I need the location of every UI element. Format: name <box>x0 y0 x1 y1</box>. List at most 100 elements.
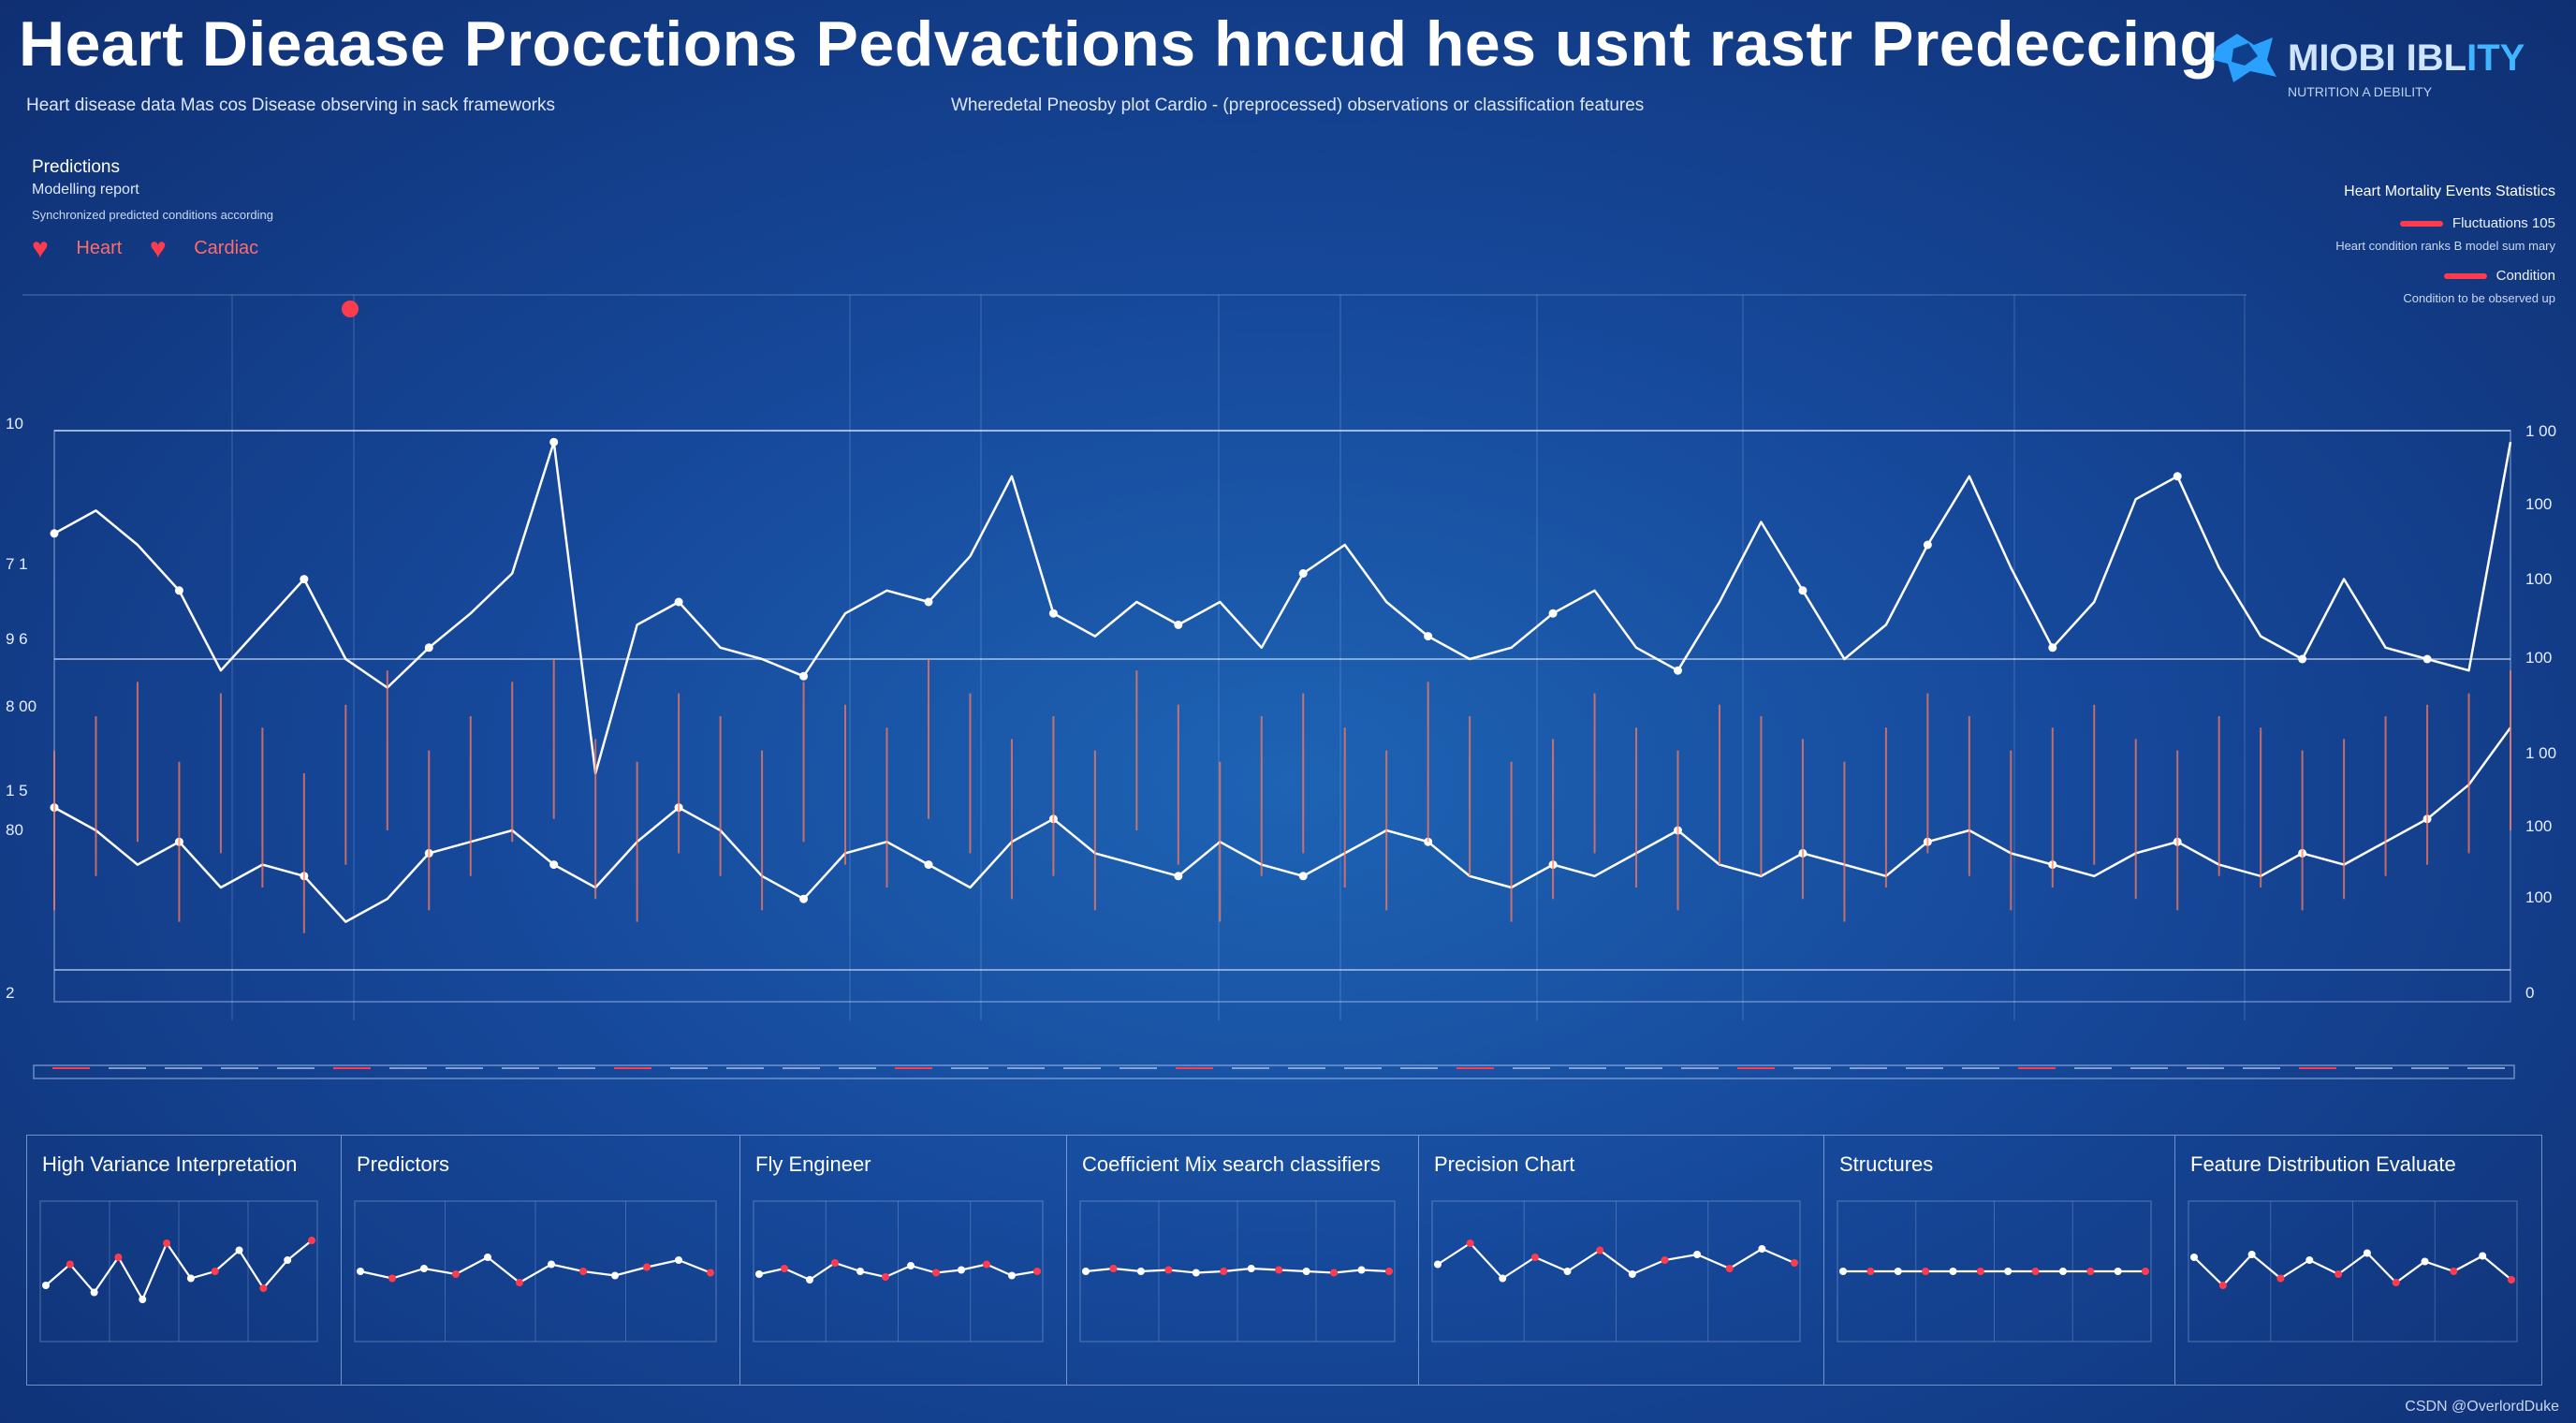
mini-panel: Precision Chart <box>1419 1136 1824 1385</box>
data-point <box>1298 872 1308 881</box>
mini-data-point <box>983 1260 990 1269</box>
mini-data-point <box>2058 1268 2067 1275</box>
mini-frame <box>39 1200 318 1342</box>
logo-mark-icon <box>2213 34 2276 82</box>
mini-data-point <box>1693 1251 1702 1258</box>
mini-frame <box>2188 1200 2518 1342</box>
mini-data-point <box>66 1260 74 1269</box>
data-point <box>1548 609 1558 618</box>
mini-frame <box>753 1200 1044 1342</box>
logo-name: MIOBI IBLITY <box>2288 37 2525 79</box>
credit-watermark: CSDN @OverlordDuke <box>2405 1399 2559 1415</box>
mini-panel-title: Fly Engineer <box>755 1152 871 1176</box>
mini-data-point <box>882 1273 889 1281</box>
mini-data-point <box>139 1296 147 1303</box>
mini-data-point <box>1839 1268 1847 1275</box>
data-point <box>300 575 309 584</box>
heart-icon: ♥ <box>32 233 49 264</box>
mini-data-point <box>1791 1259 1798 1267</box>
mini-chart <box>1431 1200 1801 1342</box>
mini-data-point <box>1109 1265 1118 1272</box>
mini-data-point <box>2334 1270 2343 1278</box>
heart-icon: ♥ <box>149 233 167 264</box>
mini-data-point <box>2031 1268 2040 1275</box>
mini-data-point <box>2004 1268 2012 1275</box>
mini-frame <box>1431 1200 1801 1342</box>
y-tick-label-right: 1 00 <box>2525 744 2556 762</box>
mini-data-point <box>1866 1268 1875 1275</box>
mini-series-line <box>359 1255 711 1284</box>
data-point <box>424 643 433 653</box>
data-point <box>674 597 683 607</box>
mini-data-point <box>1164 1266 1173 1274</box>
y-tick-label-left: 7 1 <box>6 555 28 573</box>
mini-data-point <box>235 1246 243 1254</box>
mini-data-point <box>1596 1246 1604 1254</box>
mini-data-point <box>90 1288 98 1297</box>
mini-data-point <box>308 1237 315 1244</box>
mini-data-point <box>2450 1268 2458 1275</box>
mini-data-point <box>932 1269 940 1277</box>
mini-data-point <box>211 1268 219 1275</box>
mini-data-point <box>1725 1265 1734 1272</box>
predictions-panel: Predictions Modelling report Synchronize… <box>32 157 281 265</box>
mini-data-point <box>2305 1256 2314 1264</box>
data-point <box>174 586 183 595</box>
data-point <box>1174 620 1183 629</box>
brand-logo: MIOBI IBLITY NUTRITION A DEBILITY <box>2211 28 2557 99</box>
data-point <box>1424 632 1433 641</box>
mini-data-point <box>2218 1282 2227 1289</box>
plot-frame <box>53 430 2511 1003</box>
data-point <box>1174 872 1183 881</box>
mini-data-point <box>1385 1268 1393 1275</box>
y-tick-label-right: 1 00 <box>2525 422 2556 440</box>
mini-data-point <box>2479 1252 2487 1260</box>
data-point <box>2173 472 2182 481</box>
mini-data-point <box>1330 1269 1339 1277</box>
mini-data-point <box>1357 1266 1366 1274</box>
mini-panel: High Variance Interpretation <box>27 1136 342 1385</box>
mini-data-point <box>579 1268 587 1275</box>
legend-entry-2: Condition <box>2496 268 2555 284</box>
mini-data-point <box>958 1266 965 1274</box>
mini-panel-title: Coefficient Mix search classifiers <box>1082 1152 1381 1176</box>
mini-data-point <box>1976 1268 1984 1275</box>
mini-data-point <box>1008 1271 1016 1280</box>
x-axis-band <box>33 1064 2515 1079</box>
mini-data-point <box>1466 1240 1474 1247</box>
y-tick-label-left: 1 5 <box>6 782 28 800</box>
mini-panel-title: Predictors <box>357 1152 450 1176</box>
y-tick-label-left: 80 <box>6 821 23 839</box>
mini-data-point <box>2142 1268 2149 1275</box>
y-tick-label-right: 100 <box>2525 817 2552 835</box>
y-tick-label-left: 2 <box>6 984 14 1002</box>
data-point <box>2048 643 2057 653</box>
mini-data-point <box>42 1282 50 1289</box>
mini-series-line <box>2193 1252 2512 1287</box>
chart-legend: Heart Mortality Events Statistics Fluctu… <box>2275 183 2555 305</box>
logo-tagline: NUTRITION A DEBILITY <box>2288 84 2433 99</box>
mini-data-point <box>2421 1257 2429 1266</box>
mini-data-point <box>2276 1274 2285 1283</box>
mini-series-line <box>45 1240 313 1302</box>
data-point <box>924 860 933 870</box>
mini-data-point <box>707 1269 714 1277</box>
mini-series-line <box>1085 1267 1390 1274</box>
mini-chart <box>2188 1200 2518 1342</box>
mini-data-point <box>2363 1249 2371 1257</box>
page-title: Heart Dieaase Procctions Pedvactions hnc… <box>19 8 2219 80</box>
mini-data-point <box>1434 1260 1442 1269</box>
mini-data-point <box>2392 1279 2400 1286</box>
legend-swatch-red <box>2443 272 2487 279</box>
mini-series-line <box>758 1261 1038 1282</box>
badge-heart: Heart <box>76 238 123 259</box>
mini-data-point <box>357 1268 364 1275</box>
data-point <box>1798 586 1808 595</box>
mini-series-line <box>1437 1241 1795 1280</box>
data-point <box>799 671 809 681</box>
mini-data-point <box>1192 1269 1200 1277</box>
mini-data-point <box>484 1254 491 1261</box>
mini-data-point <box>2190 1254 2198 1261</box>
y-tick-label-left: 8 00 <box>6 697 37 715</box>
mini-data-point <box>1661 1256 1669 1264</box>
